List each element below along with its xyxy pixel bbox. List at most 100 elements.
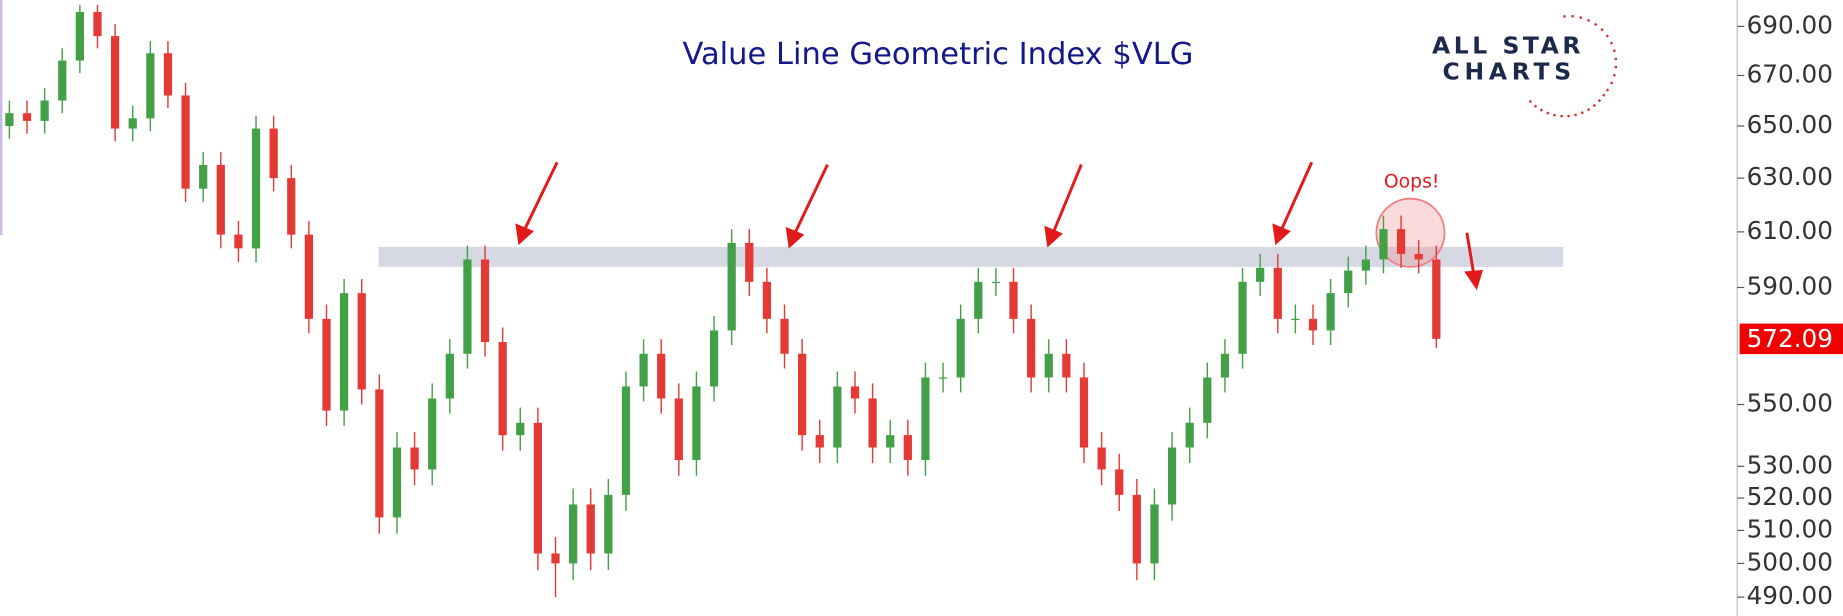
candle-body xyxy=(1167,447,1177,505)
candle-body xyxy=(1027,318,1036,378)
candle-body xyxy=(1238,281,1247,354)
y-tick-label: 690.00 xyxy=(1747,10,1833,39)
y-tick-label: 590.00 xyxy=(1747,271,1833,300)
candle-body xyxy=(1185,422,1194,448)
candle-body xyxy=(991,281,1001,284)
resistance-band xyxy=(378,246,1564,267)
candle-body xyxy=(1361,259,1370,271)
candle-body xyxy=(410,447,419,470)
candle-body xyxy=(128,118,137,129)
candle-body xyxy=(762,281,772,319)
candle-body xyxy=(639,353,648,387)
candle-body xyxy=(1291,318,1300,321)
candle-body xyxy=(516,422,525,436)
y-tick-label: 650.00 xyxy=(1747,110,1833,139)
candle-body xyxy=(1432,259,1441,339)
candle-body xyxy=(251,128,261,249)
candle-body xyxy=(1062,353,1071,378)
candle-body xyxy=(533,422,543,554)
candle-body xyxy=(850,386,860,399)
candle-body xyxy=(938,377,948,379)
candle-body xyxy=(269,128,278,179)
candle-body xyxy=(709,330,719,387)
candle-body xyxy=(745,242,754,282)
candle-body xyxy=(181,95,190,189)
last-price-label: 572.09 xyxy=(1747,324,1833,353)
candle-body xyxy=(886,435,895,448)
candle-body xyxy=(1326,293,1335,331)
candle-body xyxy=(1396,229,1406,254)
arrow-head xyxy=(515,223,534,246)
y-tick-label: 670.00 xyxy=(1747,59,1833,88)
candle-body xyxy=(480,259,490,343)
candle-body xyxy=(657,353,666,399)
candle-body xyxy=(22,113,32,121)
candle-body xyxy=(1308,318,1318,331)
arrow xyxy=(1279,161,1314,232)
chart-title: Value Line Geometric Index $VLG xyxy=(682,37,1193,72)
candle-body xyxy=(1097,447,1106,470)
logo-text: ALL STAR xyxy=(1432,32,1584,60)
arrow xyxy=(1465,232,1476,276)
candle-body xyxy=(1414,253,1423,260)
logo-ring xyxy=(1527,93,1606,118)
arrow-head xyxy=(1044,225,1063,248)
candle-body xyxy=(1203,377,1212,423)
arrow xyxy=(793,163,829,235)
y-tick-label: 520.00 xyxy=(1747,482,1833,511)
candle-body xyxy=(903,435,912,461)
candle-body xyxy=(604,494,613,554)
candle-body xyxy=(974,281,983,319)
candle-body xyxy=(1079,377,1089,448)
candle-body xyxy=(287,178,296,235)
arrow-head xyxy=(1272,223,1291,246)
candle-body xyxy=(463,259,472,354)
candle-body xyxy=(58,60,67,101)
candle-body xyxy=(1220,353,1230,378)
candles xyxy=(5,4,1441,598)
candle-body xyxy=(445,353,454,399)
candle-body xyxy=(75,11,84,61)
candle-body xyxy=(621,386,631,495)
candle-body xyxy=(375,389,384,518)
last-price-tag xyxy=(1739,323,1843,355)
candle-body xyxy=(339,293,349,411)
y-tick-label: 630.00 xyxy=(1747,162,1833,191)
candle-body xyxy=(1344,270,1353,294)
candle-body xyxy=(146,53,155,119)
candle-body xyxy=(833,386,842,448)
candle-body xyxy=(727,242,736,331)
arrow xyxy=(1051,164,1083,234)
arrow-head xyxy=(1464,269,1484,291)
y-tick-label: 500.00 xyxy=(1747,547,1833,576)
candle-body xyxy=(428,398,437,470)
highlight-circle xyxy=(1375,197,1446,268)
y-tick-label: 610.00 xyxy=(1747,216,1833,245)
candle-body xyxy=(798,353,807,436)
candle-body xyxy=(956,318,965,378)
candle-body xyxy=(40,100,49,121)
candle-body xyxy=(163,53,173,96)
y-tick-label: 490.00 xyxy=(1747,581,1833,610)
candle-body xyxy=(1379,229,1388,260)
candle-body xyxy=(815,435,824,448)
candle-body xyxy=(868,398,877,448)
arrow xyxy=(522,161,559,232)
candle-body xyxy=(216,164,225,235)
left-edge xyxy=(0,0,3,236)
candle-body xyxy=(674,398,683,461)
candle-body xyxy=(1044,353,1053,378)
candle-body xyxy=(692,386,701,461)
candle-body xyxy=(199,164,208,189)
candle-body xyxy=(392,447,402,518)
candle-body xyxy=(1150,504,1159,564)
candle-body xyxy=(780,318,789,354)
arrows xyxy=(515,161,1484,291)
candle-body xyxy=(5,113,14,126)
candle-body xyxy=(551,553,560,564)
y-tick-label: 530.00 xyxy=(1747,450,1833,479)
candle-body xyxy=(498,342,507,436)
